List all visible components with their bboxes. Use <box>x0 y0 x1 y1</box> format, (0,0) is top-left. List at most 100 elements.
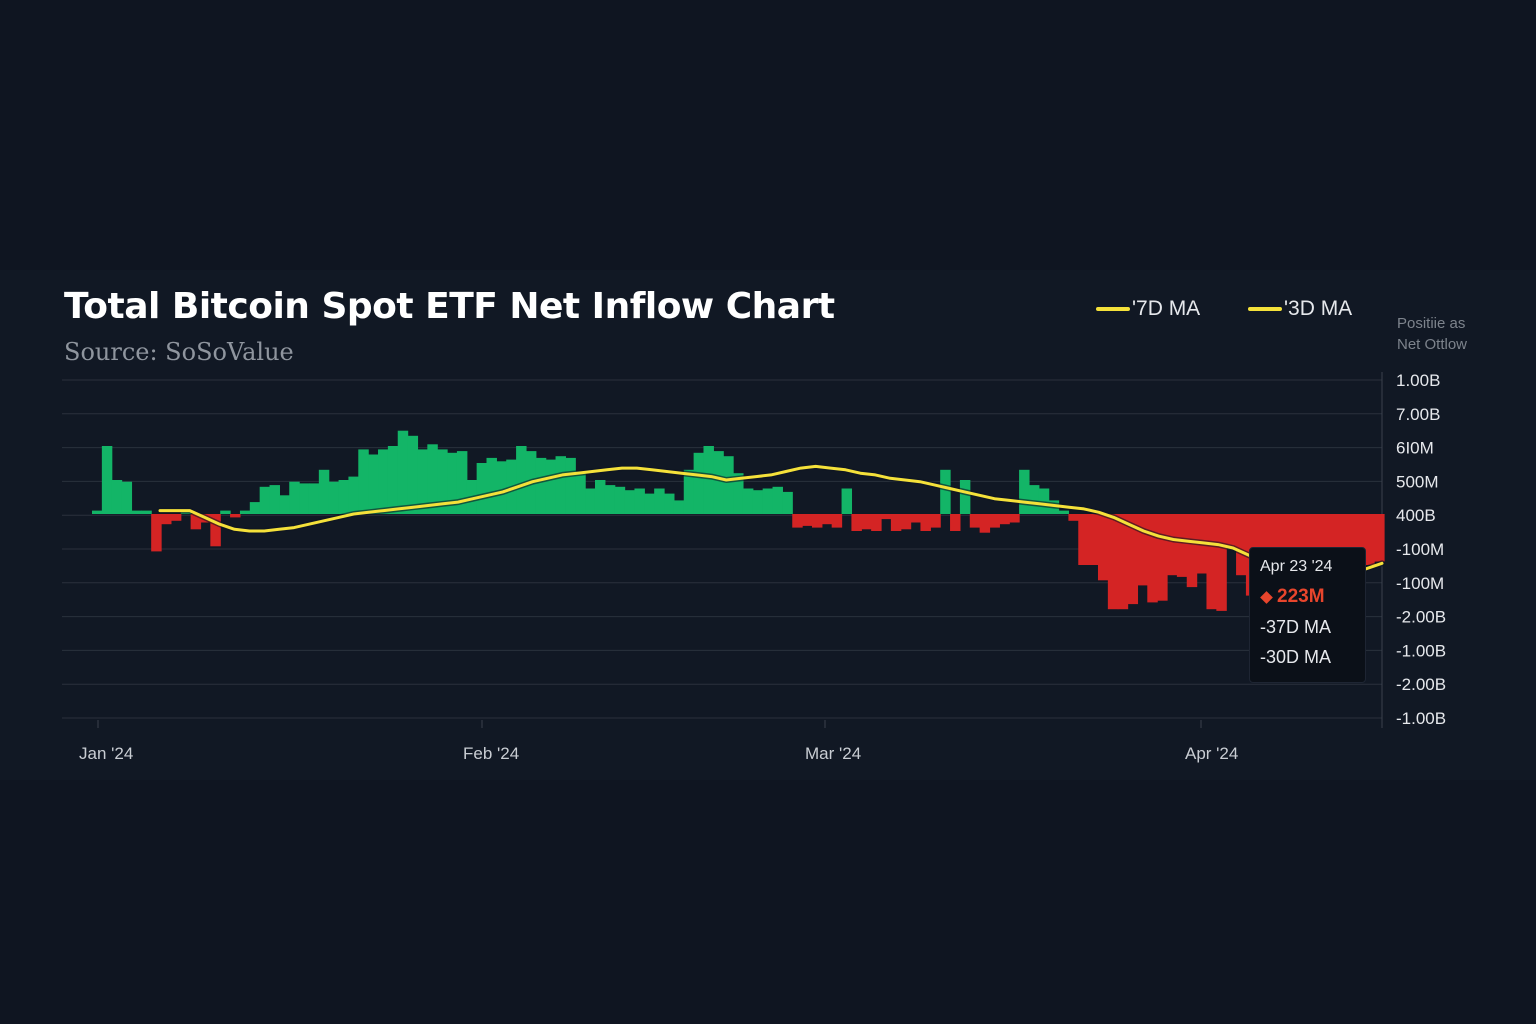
legend-item-7d-ma[interactable]: '7D MA <box>1096 296 1200 322</box>
inflow-bar <box>476 463 488 514</box>
y-tick-label: -100M <box>1396 540 1444 559</box>
outflow-bar <box>161 514 172 525</box>
x-tick-label: Mar '24 <box>805 744 861 763</box>
ma-lines <box>157 463 1385 579</box>
outflow-bar <box>1186 514 1198 588</box>
inflow-bar <box>752 490 764 514</box>
legend-swatch-3d-ma <box>1248 307 1282 311</box>
outflow-bar <box>881 514 892 520</box>
chart-title: Total Bitcoin Spot ETF Net Inflow Chart <box>64 286 835 327</box>
outflow-bar <box>1147 514 1158 603</box>
inflow-bar <box>368 454 379 514</box>
outflow-bar <box>821 514 833 525</box>
outflow-bar <box>1137 514 1148 586</box>
tooltip-ma-1: -37D MA <box>1260 617 1332 637</box>
inflow-bar <box>723 456 734 514</box>
outflow-bar <box>190 514 202 530</box>
outflow-bar <box>871 514 882 531</box>
inflow-bar <box>141 510 152 514</box>
diamond-icon <box>1260 590 1273 604</box>
inflow-bar <box>437 449 448 514</box>
outflow-bar <box>1236 514 1247 576</box>
outflow-bar <box>210 514 221 547</box>
inflow-bar <box>427 444 438 514</box>
y-tick-label: 500M <box>1396 472 1439 491</box>
x-axis-labels: Jan '24 Feb '24 Mar '24 Apr '24 <box>79 720 1238 763</box>
outflow-bar <box>1009 514 1020 523</box>
inflow-bar <box>585 488 596 514</box>
inflow-bar <box>269 485 280 514</box>
inflow-bar <box>92 510 103 514</box>
inflow-bar <box>713 451 724 514</box>
y-tick-label: 1.00B <box>1396 371 1440 390</box>
y-tick-label: -100M <box>1396 574 1444 593</box>
inflow-bar <box>940 469 951 514</box>
outflow-bar <box>831 514 843 528</box>
inflow-bar <box>664 493 675 514</box>
inflow-bar <box>772 486 783 514</box>
inflow-bar <box>328 481 340 514</box>
legend-item-3d-ma[interactable]: '3D MA <box>1248 296 1352 322</box>
outflow-bar <box>999 514 1010 525</box>
inflow-bar <box>397 430 409 514</box>
outflow-bar <box>1354 514 1365 572</box>
outflow-bar <box>1176 514 1188 577</box>
inflow-bar <box>545 459 557 514</box>
inflow-bar <box>1019 469 1030 514</box>
legend-note-line: Positiie as <box>1397 315 1466 332</box>
x-tick-label: Feb '24 <box>463 744 519 763</box>
outflow-bar <box>1088 514 1099 565</box>
inflow-bar <box>279 495 290 514</box>
outflow-bar <box>1117 514 1129 610</box>
outflow-bar <box>1127 514 1139 605</box>
inflow-bar <box>565 457 576 514</box>
inflow-bar <box>101 446 113 514</box>
inflow-bar <box>614 486 626 514</box>
outflow-bar <box>1068 514 1079 521</box>
tooltip-date: Apr 23 '24 <box>1260 558 1333 575</box>
inflow-bar <box>378 449 389 514</box>
inflow-bar <box>121 481 133 514</box>
inflow-bar <box>841 488 853 514</box>
x-tick-label: Apr '24 <box>1185 744 1238 763</box>
outflow-bar <box>1097 514 1109 581</box>
outflow-bar <box>151 514 162 552</box>
tooltip-ma-2: -30D MA <box>1260 647 1332 667</box>
outflow-bar <box>811 514 823 528</box>
inflow-bar <box>496 461 507 514</box>
inflow-bar <box>516 446 527 514</box>
inflow-bar <box>111 480 123 514</box>
inflow-bar <box>387 446 399 514</box>
outflow-bar <box>930 514 941 528</box>
inflow-bar <box>959 480 971 514</box>
inflow-bar <box>693 452 705 514</box>
inflow-bar <box>782 491 793 514</box>
ma-line <box>158 464 1384 577</box>
outflow-bar <box>1157 514 1168 601</box>
outflow-bar <box>1344 514 1356 576</box>
outflow-bar <box>1078 514 1089 565</box>
outflow-bar <box>230 514 241 518</box>
hover-tooltip: Apr 23 '24 223M -37D MA -30D MA <box>1249 547 1366 683</box>
y-tick-label: -2.00B <box>1396 608 1446 627</box>
outflow-bar <box>1167 514 1178 576</box>
outflow-bar <box>950 514 961 531</box>
y-tick-label: -1.00B <box>1396 709 1446 728</box>
inflow-bar <box>239 510 251 514</box>
inflow-bar <box>594 480 606 514</box>
inflow-bar <box>249 502 261 514</box>
y-axis-labels: 1.00B 7.00B 6I0M 500M 400B -100M -100M -2.00B -1… <box>1396 371 1446 728</box>
inflow-bar <box>644 493 655 514</box>
outflow-bar <box>1295 514 1306 576</box>
inflow-bar <box>456 451 468 514</box>
inflow-bar <box>742 488 754 514</box>
inflow-bar <box>733 473 744 514</box>
y-tick-label: 6I0M <box>1396 439 1434 458</box>
outflow-bar <box>1364 514 1375 565</box>
inflow-bar <box>358 449 369 514</box>
inflow-bar <box>131 510 142 514</box>
outflow-bar <box>170 514 182 521</box>
outflow-bar <box>1226 514 1237 548</box>
legend-note-line: Net Ottlow <box>1397 336 1468 353</box>
